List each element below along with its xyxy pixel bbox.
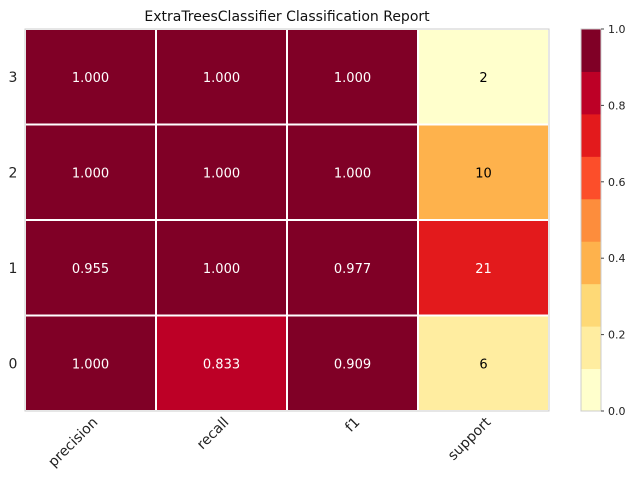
colorbar-segment [581,156,601,200]
colorbar-segment [581,113,601,157]
cell-value-label: 1.000 [72,166,109,181]
colorbar-segment [581,326,601,370]
colorbar-tick-label: 0.4 [608,252,626,265]
heatmap-cell [417,314,550,412]
cell-value-label: 1.000 [72,71,109,86]
cell-value-label: 1.000 [203,71,240,86]
column-tick-label: f1 [342,415,363,436]
cell-value-label: 2 [479,71,487,86]
row-tick-labels: 3 2 1 0 [9,70,18,373]
row-tick-label: 1 [9,261,18,277]
row-tick-label: 2 [9,165,18,181]
heatmap-cells: 1.000 1.000 1.000 2 1.000 1.000 1.000 10 0.955 1.… [24,28,550,412]
colorbar-segment [581,368,601,412]
colorbar-tick-label: 1.0 [608,23,626,36]
heatmap-cell [417,123,550,221]
column-tick-label: precision [45,415,101,471]
column-tick-label: recall [194,415,232,453]
heatmap-cell [155,314,288,412]
cell-value-label: 10 [475,166,492,181]
heatmap-cell [24,28,157,126]
cell-value-label: 0.977 [334,262,371,277]
plot-frame [24,28,550,412]
cell-value-label: 1.000 [203,262,240,277]
heatmap-cell [155,219,288,317]
colorbar-tick-label: 0.0 [608,405,626,418]
colorbar-segment [581,71,601,115]
colorbar-segment [581,241,601,285]
colorbar-tick-label: 0.8 [608,99,626,112]
row-tick-label: 0 [9,356,18,372]
cell-value-label: 1.000 [334,166,371,181]
column-tick-labels: precision recall f1 support [45,414,494,470]
cell-value-label: 1.000 [72,357,109,372]
heatmap-cell [155,123,288,221]
chart-title: ExtraTreesClassifier Classification Repo… [144,9,430,25]
heatmap-cell [155,28,288,126]
colorbar-segment [581,29,601,72]
row-tick-label: 3 [9,70,18,86]
cell-value-label: 0.833 [203,357,240,372]
column-tick-label: support [445,414,495,464]
colorbar: 0.0 0.2 0.4 0.6 0.8 1.0 [580,23,626,418]
cell-value-label: 0.955 [72,262,109,277]
colorbar-segment [581,198,601,242]
cell-value-label: 6 [479,357,487,372]
cell-value-label: 1.000 [334,71,371,86]
colorbar-tick-label: 0.6 [608,176,626,189]
cell-value-label: 21 [475,262,492,277]
cell-value-label: 1.000 [203,166,240,181]
colorbar-frame [580,28,602,412]
colorbar-tick-label: 0.2 [608,329,626,342]
cell-value-label: 0.909 [334,357,371,372]
heatmap-cell [417,219,550,317]
colorbar-segment [581,283,601,327]
